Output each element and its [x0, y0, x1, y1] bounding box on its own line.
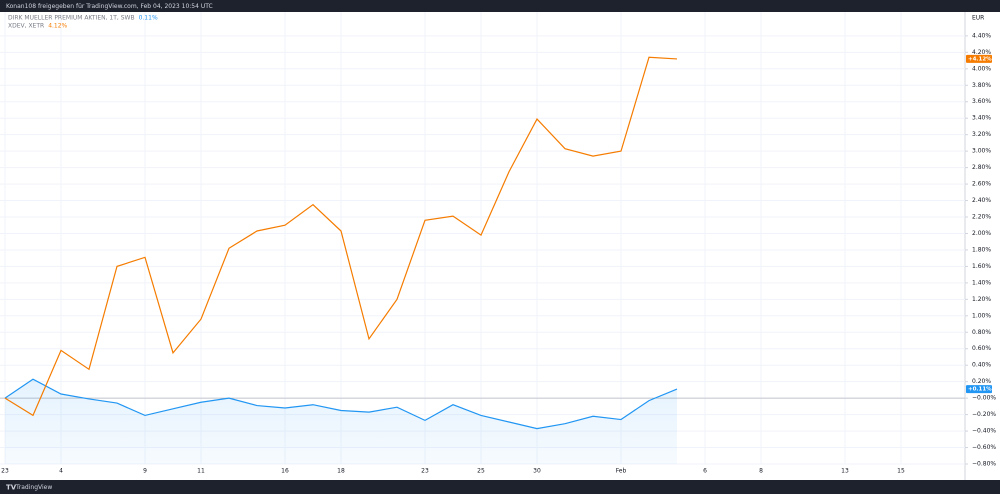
y-tick-label: 0.60%	[972, 345, 991, 352]
header-bar	[0, 0, 1000, 12]
axis-badge-label: +4.12%	[968, 56, 992, 62]
x-tick-label: 6	[703, 468, 707, 475]
series-line	[4, 56, 678, 417]
x-tick-label: 11	[197, 468, 205, 475]
y-tick-label: 1.60%	[972, 263, 991, 270]
y-tick-label: 3.00%	[972, 148, 991, 155]
footer-logo: TV	[6, 484, 17, 492]
y-tick-label: 2.40%	[972, 197, 991, 204]
y-axis-unit: EUR	[972, 15, 984, 22]
x-tick-label: 16	[281, 468, 289, 475]
x-tick-label: 4	[59, 468, 63, 475]
x-tick-label: 30	[533, 468, 541, 475]
footer-bar	[0, 480, 1000, 494]
axis-badge	[966, 54, 992, 63]
y-tick-label: 1.20%	[972, 296, 991, 303]
grid	[0, 12, 968, 465]
y-tick-label: 3.20%	[972, 131, 991, 138]
labels: 4.40% 4.20% 4.00% 3.80% 3.60% 3.40% 3.20% 3.00%…	[1, 15, 996, 475]
x-tick-label: 8	[759, 468, 763, 475]
footer-text: TradingView	[15, 484, 52, 491]
legend-name: XDEV, XETR	[8, 23, 44, 30]
y-tick-label: 2.80%	[972, 164, 991, 171]
legend-value: 4.12%	[48, 23, 67, 30]
x-tick-label: 9	[143, 468, 147, 475]
y-tick-label: 0.20%	[972, 378, 991, 385]
y-tick-label: 4.40%	[972, 32, 991, 39]
x-tick-label: 15	[897, 468, 905, 475]
y-tick-label: 1.40%	[972, 279, 991, 286]
x-tick-label: 18	[337, 468, 345, 475]
y-tick-label: 3.60%	[972, 98, 991, 105]
y-tick-label: 2.60%	[972, 181, 991, 188]
x-tick-label: 13	[841, 468, 849, 475]
legend-value: 0.11%	[139, 15, 158, 22]
series-area	[5, 379, 677, 464]
x-tick-label: Feb	[616, 468, 627, 475]
y-tick-label: −0.20%	[972, 411, 996, 418]
axis-badge	[966, 385, 992, 394]
y-tick-label: 1.80%	[972, 246, 991, 253]
x-tick-label: 23	[421, 468, 429, 475]
y-tick-label: −0.80%	[972, 461, 996, 468]
series-line	[4, 378, 678, 430]
y-tick-label: 2.20%	[972, 214, 991, 221]
y-tick-label: −0.60%	[972, 444, 996, 451]
y-tick-label: 1.00%	[972, 312, 991, 319]
x-tick-label: 25	[477, 468, 485, 475]
y-tick-label: 4.20%	[972, 49, 991, 56]
y-tick-label: 3.40%	[972, 115, 991, 122]
y-tick-label: 0.80%	[972, 329, 991, 336]
header-text: Konan108 freigegeben für TradingView.com…	[6, 3, 213, 10]
x-tick-label: 23	[1, 468, 9, 475]
plot	[4, 56, 678, 464]
legend-name: DIRK MUELLER PREMIUM AKTIEN, 1T, SWB	[8, 15, 135, 22]
y-tick-label: 2.00%	[972, 230, 991, 237]
y-tick-label: 3.80%	[972, 82, 991, 89]
y-tick-label: −0.40%	[972, 428, 996, 435]
y-tick-label: 4.00%	[972, 65, 991, 72]
y-tick-label: 0.40%	[972, 362, 991, 369]
axis-badge-label: +0.11%	[968, 387, 992, 393]
y-tick-label: −0.00%	[972, 395, 996, 402]
